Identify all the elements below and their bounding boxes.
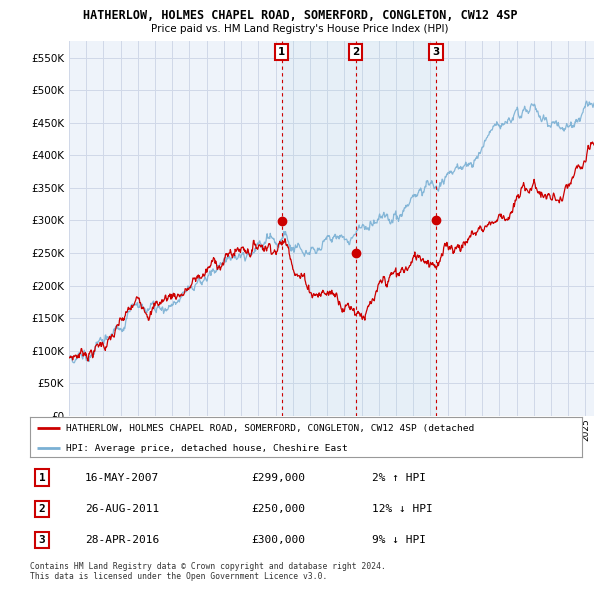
Text: HATHERLOW, HOLMES CHAPEL ROAD, SOMERFORD, CONGLETON, CW12 4SP (detached: HATHERLOW, HOLMES CHAPEL ROAD, SOMERFORD… xyxy=(66,424,474,433)
Text: 2% ↑ HPI: 2% ↑ HPI xyxy=(372,473,426,483)
Bar xyxy=(356,41,436,416)
Text: £299,000: £299,000 xyxy=(251,473,305,483)
Text: HPI: Average price, detached house, Cheshire East: HPI: Average price, detached house, Ches… xyxy=(66,444,347,453)
Text: 16-MAY-2007: 16-MAY-2007 xyxy=(85,473,160,483)
Text: 2: 2 xyxy=(39,504,46,514)
Text: 1: 1 xyxy=(278,47,286,57)
Text: 3: 3 xyxy=(433,47,440,57)
Text: This data is licensed under the Open Government Licence v3.0.: This data is licensed under the Open Gov… xyxy=(30,572,328,581)
Text: £300,000: £300,000 xyxy=(251,535,305,545)
Text: 26-AUG-2011: 26-AUG-2011 xyxy=(85,504,160,514)
Text: Price paid vs. HM Land Registry's House Price Index (HPI): Price paid vs. HM Land Registry's House … xyxy=(151,24,449,34)
Bar xyxy=(282,41,356,416)
Text: 12% ↓ HPI: 12% ↓ HPI xyxy=(372,504,433,514)
Text: £250,000: £250,000 xyxy=(251,504,305,514)
Text: 2: 2 xyxy=(352,47,359,57)
Text: 3: 3 xyxy=(39,535,46,545)
Text: HATHERLOW, HOLMES CHAPEL ROAD, SOMERFORD, CONGLETON, CW12 4SP: HATHERLOW, HOLMES CHAPEL ROAD, SOMERFORD… xyxy=(83,9,517,22)
Text: Contains HM Land Registry data © Crown copyright and database right 2024.: Contains HM Land Registry data © Crown c… xyxy=(30,562,386,571)
Text: 28-APR-2016: 28-APR-2016 xyxy=(85,535,160,545)
Text: 1: 1 xyxy=(39,473,46,483)
Text: 9% ↓ HPI: 9% ↓ HPI xyxy=(372,535,426,545)
